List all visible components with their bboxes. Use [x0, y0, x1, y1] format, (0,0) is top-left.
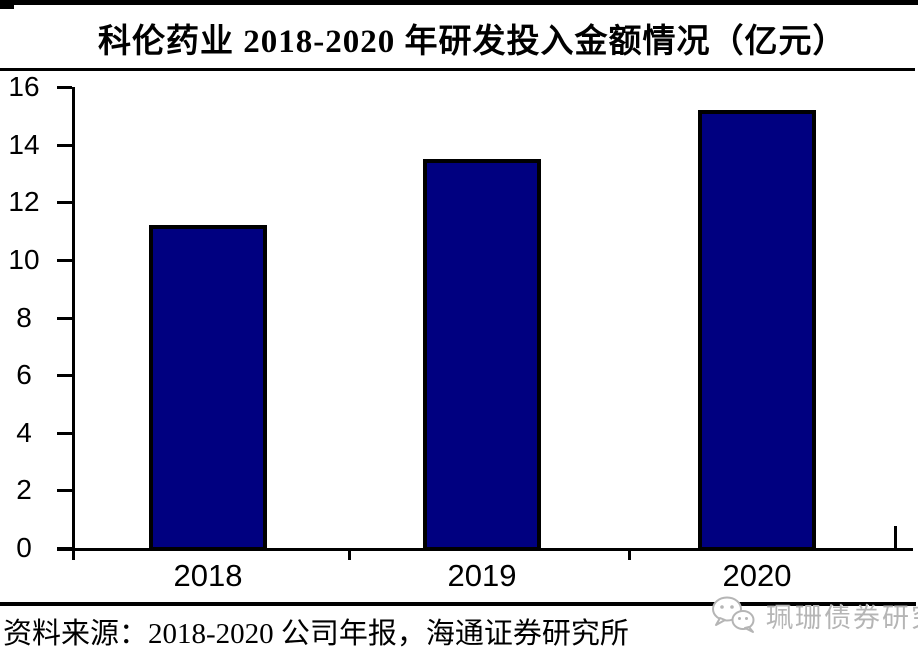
y-axis-line	[72, 87, 75, 560]
y-axis-label: 12	[8, 186, 40, 217]
y-tick	[57, 201, 72, 204]
top-border	[0, 0, 918, 5]
y-tick	[57, 144, 72, 147]
y-axis-label: 14	[8, 129, 40, 160]
y-tick	[57, 374, 72, 377]
x-tick-end	[894, 526, 897, 548]
bar-2018	[149, 225, 267, 551]
y-tick	[57, 432, 72, 435]
y-tick	[57, 489, 72, 492]
bar-2020	[698, 110, 816, 551]
source-note: 资料来源：2018-2020 公司年报，海通证券研究所	[3, 618, 629, 650]
plot-area: 0 2 4 6 8 10 12 14 16 2018 2019 2020	[8, 71, 913, 593]
y-axis-label: 2	[16, 474, 32, 505]
watermark-label: 珮珊债券研究	[766, 602, 918, 633]
top-border-stub	[0, 0, 14, 9]
x-tick	[348, 548, 351, 560]
title-divider	[0, 68, 915, 71]
y-tick	[57, 259, 72, 262]
x-tick	[628, 548, 631, 560]
x-axis-label: 2018	[173, 558, 243, 593]
y-axis-label: 0	[16, 532, 32, 563]
x-axis-label: 2019	[447, 558, 517, 593]
bottom-divider	[0, 602, 916, 606]
wechat-icon	[712, 596, 755, 633]
y-axis-label: 10	[8, 244, 40, 275]
x-axis-label: 2020	[722, 558, 792, 593]
y-axis-label: 6	[16, 359, 32, 390]
y-axis-label: 8	[16, 302, 32, 333]
y-axis-label: 4	[16, 417, 32, 448]
chart-title: 科伦药业 2018-2020 年研发投入金额情况（亿元）	[98, 24, 847, 60]
y-tick	[57, 317, 72, 320]
y-tick	[57, 86, 72, 89]
bar-2019	[423, 159, 541, 551]
y-axis-label: 16	[8, 71, 40, 102]
watermark: 珮珊债券研究	[710, 594, 918, 636]
